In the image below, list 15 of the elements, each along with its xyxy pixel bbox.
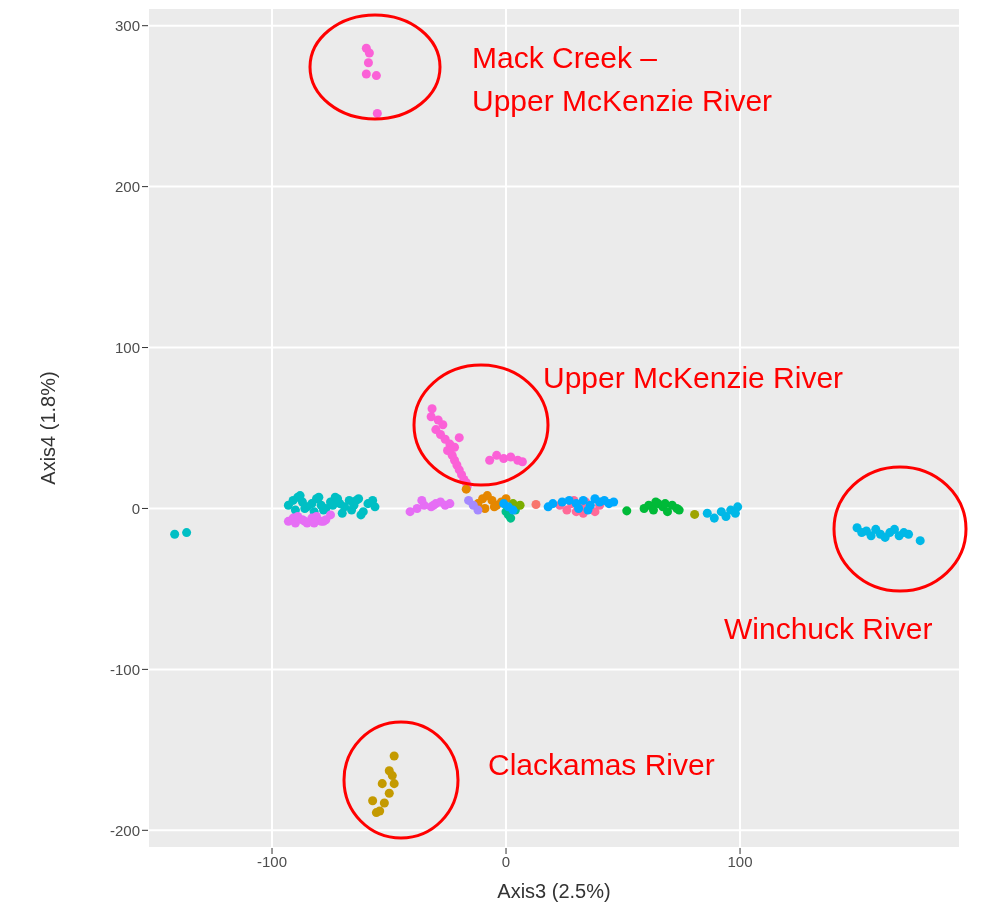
y-axis-title: Axis4 (1.8%) [37,371,60,485]
y-tick-label: 300 [114,17,140,35]
y-tick-label: -200 [109,821,140,839]
x-tick-label: 0 [501,852,511,870]
y-tick-label: 200 [114,177,140,195]
annotation: Winchuck River [724,611,933,645]
x-axis-title: Axis3 (2.5%) [497,880,611,902]
y-tick-label: -100 [109,660,140,678]
annotation: Clackamas River [488,747,715,781]
x-tick-label: -100 [257,852,288,870]
annotation: Mack Creek – Upper McKenzie River [472,40,773,117]
y-tick-label: 100 [114,338,140,356]
annotation: Upper McKenzie River [543,360,844,394]
x-tick-label: 100 [727,852,753,870]
y-tick-label: 0 [131,499,140,517]
